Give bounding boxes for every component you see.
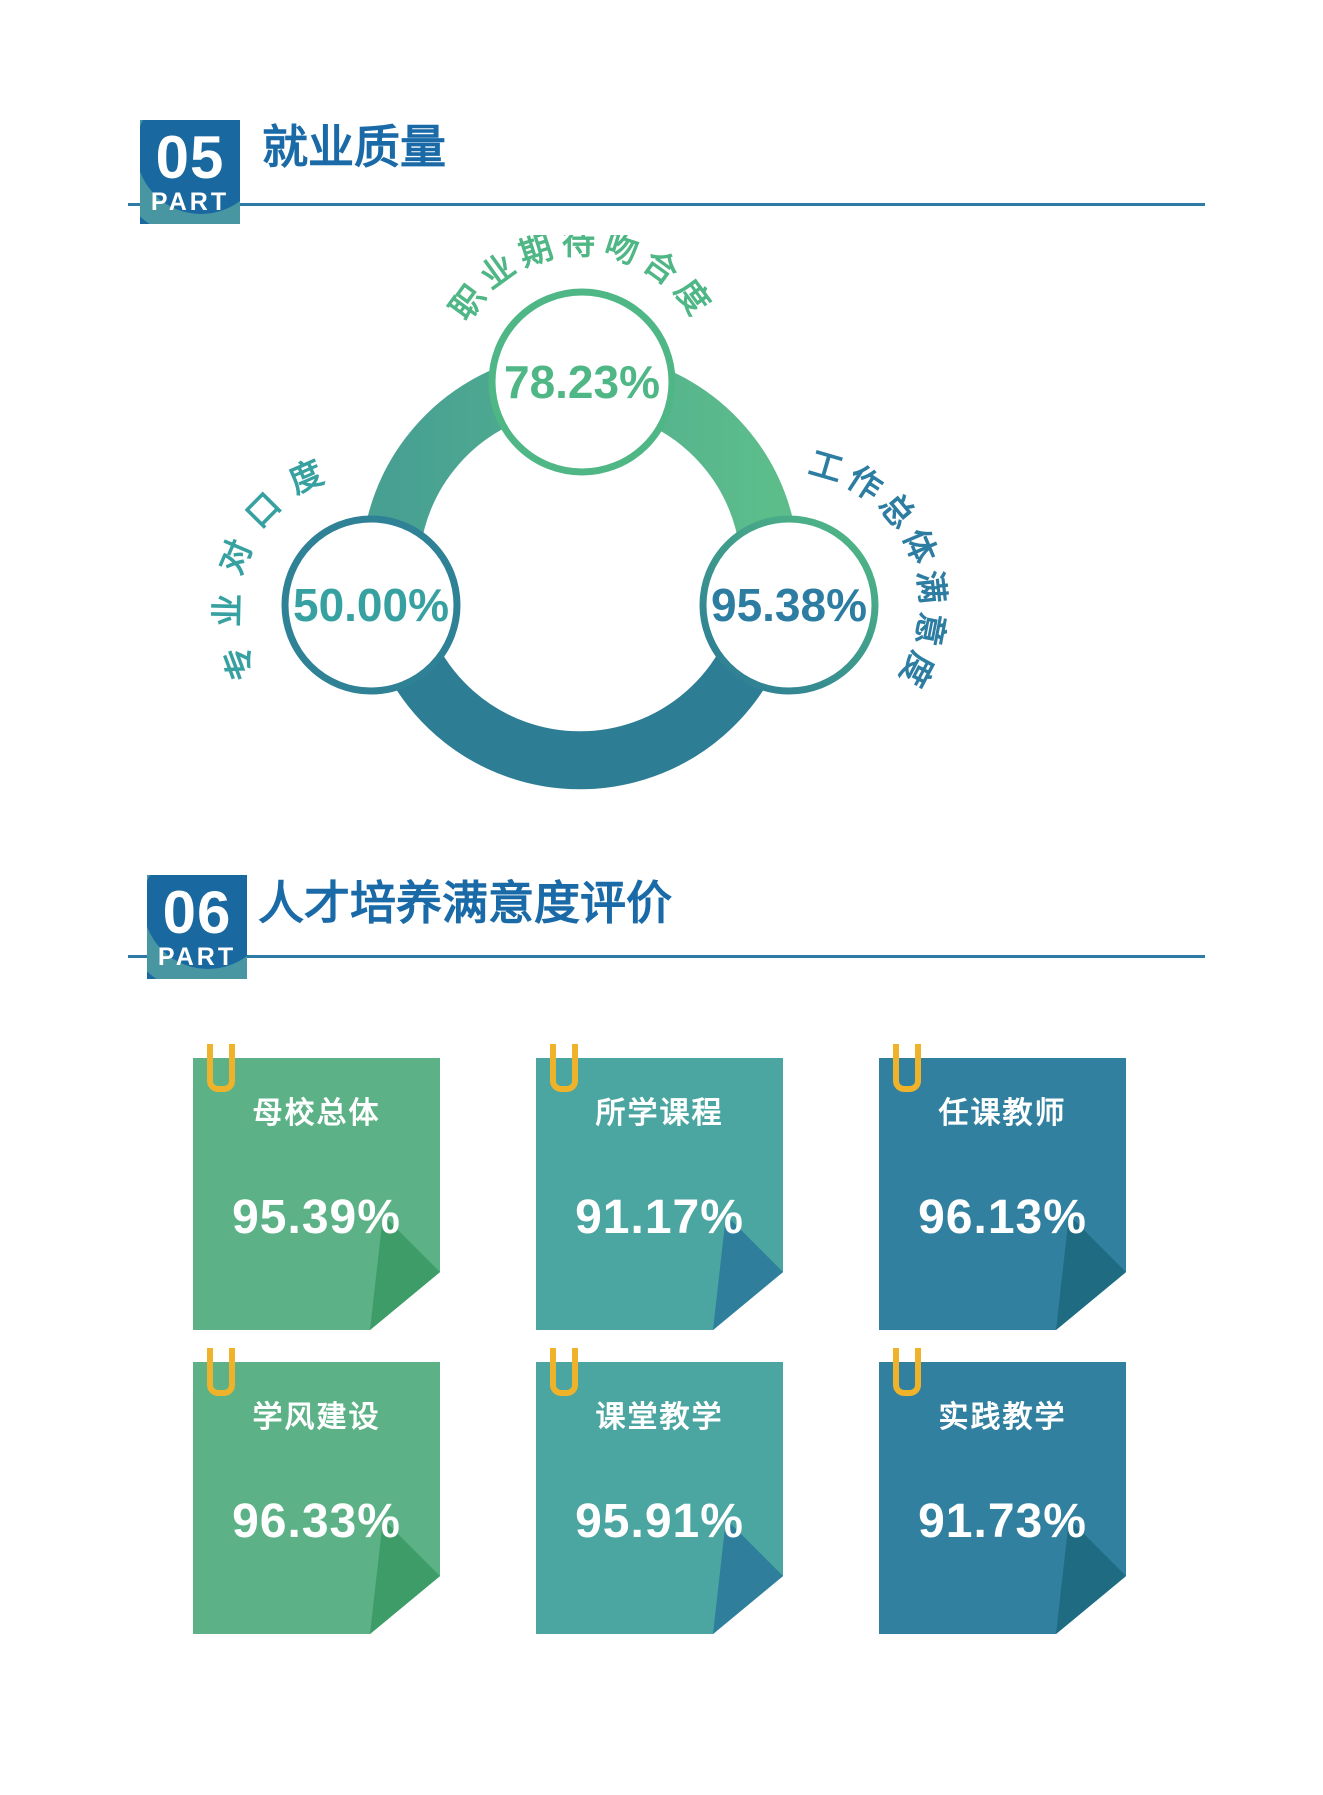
stat-card-practice-teaching: 实践教学 91.73%: [879, 1348, 1126, 1634]
card-label: 所学课程: [595, 1097, 724, 1130]
paperclip-icon: [550, 1044, 578, 1092]
card-value: 95.39%: [232, 1191, 401, 1244]
paperclip-icon: [893, 1348, 921, 1396]
section-05-badge: 05 PART: [140, 120, 240, 224]
paperclip-icon: [207, 1044, 235, 1092]
value-major-relevance: 50.00%: [293, 579, 449, 631]
node-circle-career-expectation: [488, 288, 676, 476]
value-career-expectation: 78.23%: [504, 356, 660, 408]
employment-quality-ring-chart: 职业期待吻合度 专业对口度 工作总体满意度 78.23% 50.00% 95.3…: [209, 235, 946, 790]
section-05-part-label: PART: [150, 188, 230, 216]
node-circle-job-satisfaction: [699, 515, 879, 695]
value-job-satisfaction: 95.38%: [711, 579, 867, 631]
stat-card-mother-school: 母校总体 95.39%: [193, 1044, 440, 1330]
section-05-number: 05: [155, 124, 225, 191]
card-value: 91.17%: [575, 1191, 744, 1244]
stat-card-teachers: 任课教师 96.13%: [879, 1044, 1126, 1330]
card-value: 91.73%: [918, 1495, 1087, 1548]
card-label: 母校总体: [252, 1097, 381, 1130]
card-label: 实践教学: [938, 1401, 1067, 1434]
card-value: 96.13%: [918, 1191, 1087, 1244]
section-06-title: 人才培养满意度评价: [258, 877, 672, 929]
card-value: 96.33%: [232, 1495, 401, 1548]
stat-card-study-style: 学风建设 96.33%: [193, 1348, 440, 1634]
section-05-divider-line: [128, 203, 1205, 206]
stat-card-classroom-teaching: 课堂教学 95.91%: [536, 1348, 783, 1634]
paperclip-icon: [893, 1044, 921, 1092]
section-05-title: 就业质量: [262, 121, 446, 173]
satisfaction-cards-grid: 母校总体 95.39% 所学课程 91.17% 任课教师 96.13% 学风建设…: [193, 1044, 1126, 1634]
node-circle-major-relevance: [281, 515, 461, 695]
paperclip-icon: [207, 1348, 235, 1396]
card-value: 95.91%: [575, 1495, 744, 1548]
section-06-divider-line: [128, 955, 1205, 958]
paperclip-icon: [550, 1348, 578, 1396]
section-06-part-label: PART: [157, 943, 237, 971]
section-06-badge: 06 PART: [147, 875, 247, 979]
card-label: 课堂教学: [595, 1401, 724, 1434]
card-label: 学风建设: [252, 1401, 381, 1434]
card-label: 任课教师: [938, 1097, 1067, 1130]
stat-card-courses: 所学课程 91.17%: [536, 1044, 783, 1330]
section-06-number: 06: [162, 879, 232, 946]
